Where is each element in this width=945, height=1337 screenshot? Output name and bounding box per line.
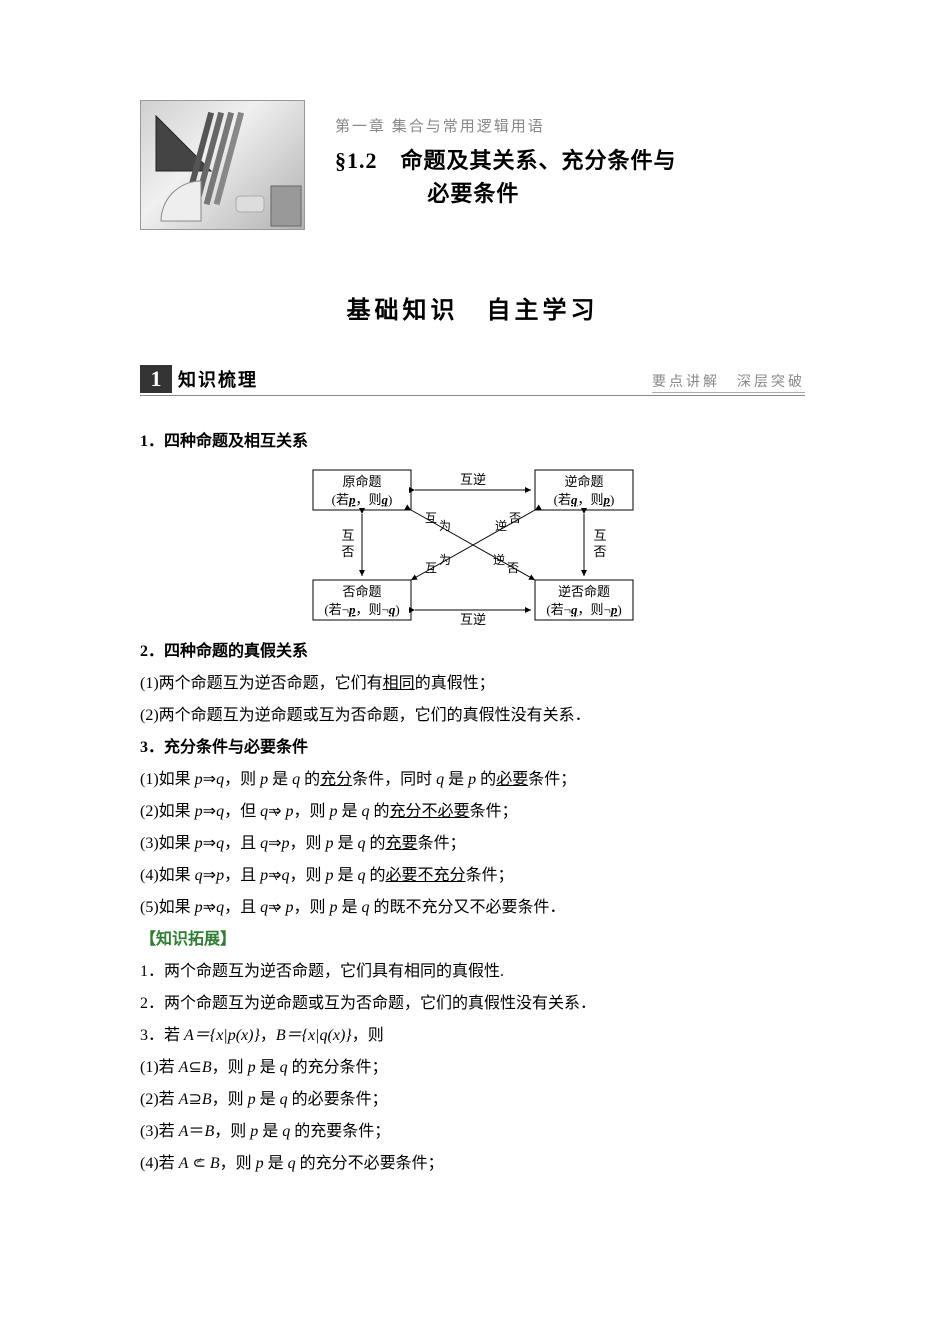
svg-text:互: 互 — [341, 528, 354, 543]
proposition-diagram: 原命题 (若p，则q) 逆命题 (若q，则p) 否命题 (若¬p，则¬q) 逆否… — [140, 464, 805, 626]
ext-2: 2．两个命题互为逆命题或互为否命题，它们的真假性没有关系． — [140, 988, 805, 1020]
ext-4: (1)若 A⊆B，则 p 是 q 的充分条件； — [140, 1052, 805, 1084]
svg-text:(若p，则q): (若p，则q) — [331, 492, 392, 507]
subheader-right: 要点讲解 深层突破 — [652, 371, 805, 393]
p-3b: (2)如果 p⇒q，但 q⇒ p，则 p 是 q 的充分不必要条件； — [140, 796, 805, 828]
subheader-label: 知识梳理 — [178, 366, 258, 392]
svg-text:为: 为 — [438, 519, 450, 533]
section-title-line1: §1.2 命题及其关系、充分条件与 — [335, 148, 677, 173]
svg-text:原命题: 原命题 — [342, 474, 381, 489]
svg-text:互逆: 互逆 — [459, 472, 485, 487]
header-text: 第一章 集合与常用逻辑用语 §1.2 命题及其关系、充分条件与 必要条件 — [335, 100, 677, 210]
svg-text:(若q，则p): (若q，则p) — [553, 492, 614, 507]
heading-1: 1．四种命题及相互关系 — [140, 426, 805, 458]
svg-text:互: 互 — [593, 528, 606, 543]
chapter-label: 第一章 集合与常用逻辑用语 — [335, 115, 677, 136]
p-3a: (1)如果 p⇒q，则 p 是 q 的充分条件，同时 q 是 p 的必要条件； — [140, 764, 805, 796]
main-heading: 基础知识 自主学习 — [140, 290, 805, 325]
svg-text:互: 互 — [424, 561, 436, 575]
ext-7: (4)若 A ⊂ B，则 p 是 q 的充分不必要条件； — [140, 1148, 805, 1180]
page-header: 第一章 集合与常用逻辑用语 §1.2 命题及其关系、充分条件与 必要条件 — [140, 100, 805, 230]
section-title: §1.2 命题及其关系、充分条件与 必要条件 — [335, 144, 677, 210]
heading-3: 3．充分条件与必要条件 — [140, 732, 805, 764]
ext-1: 1．两个命题互为逆否命题，它们具有相同的真假性. — [140, 956, 805, 988]
svg-text:(若¬q，则¬p): (若¬q，则¬p) — [546, 602, 621, 617]
ext-3: 3．若 A＝{x|p(x)}，B＝{x|q(x)}，则 — [140, 1020, 805, 1052]
subheader-number: 1 — [140, 365, 172, 393]
p-3e: (5)如果 p⇒q，且 q⇒ p，则 p 是 q 的既不充分又不必要条件． — [140, 892, 805, 924]
svg-text:否: 否 — [341, 544, 354, 559]
subheader: 1 知识梳理 要点讲解 深层突破 — [140, 365, 805, 396]
extension-heading: 【知识拓展】 — [140, 924, 805, 956]
p-3c: (3)如果 p⇒q，且 q⇒p，则 p 是 q 的充要条件； — [140, 828, 805, 860]
heading-2: 2．四种命题的真假关系 — [140, 636, 805, 668]
p-2b: (2)两个命题互为逆命题或互为否命题，它们的真假性没有关系． — [140, 700, 805, 732]
content-body: 1．四种命题及相互关系 原命题 (若p，则q) 逆命题 (若q，则p) 否命题 … — [140, 426, 805, 1180]
svg-text:否: 否 — [506, 561, 518, 575]
svg-text:(若¬p，则¬q): (若¬p，则¬q) — [324, 602, 399, 617]
section-title-line2: 必要条件 — [427, 181, 519, 206]
svg-text:互: 互 — [424, 511, 436, 525]
p-2a: (1)两个命题互为逆否命题，它们有相同的真假性； — [140, 668, 805, 700]
svg-text:逆: 逆 — [494, 518, 506, 533]
svg-text:否: 否 — [508, 511, 520, 525]
p-3d: (4)如果 q⇒p，且 p⇒q，则 p 是 q 的必要不充分条件； — [140, 860, 805, 892]
svg-text:否: 否 — [593, 544, 606, 559]
svg-text:逆否命题: 逆否命题 — [557, 584, 609, 599]
header-illustration — [140, 100, 305, 230]
ext-6: (3)若 A＝B，则 p 是 q 的充要条件； — [140, 1116, 805, 1148]
svg-text:逆: 逆 — [492, 552, 504, 567]
svg-text:否命题: 否命题 — [342, 584, 381, 599]
ext-5: (2)若 A⊇B，则 p 是 q 的必要条件； — [140, 1084, 805, 1116]
svg-text:逆命题: 逆命题 — [564, 474, 603, 489]
svg-text:为: 为 — [438, 553, 450, 567]
svg-text:互逆: 互逆 — [459, 612, 485, 626]
